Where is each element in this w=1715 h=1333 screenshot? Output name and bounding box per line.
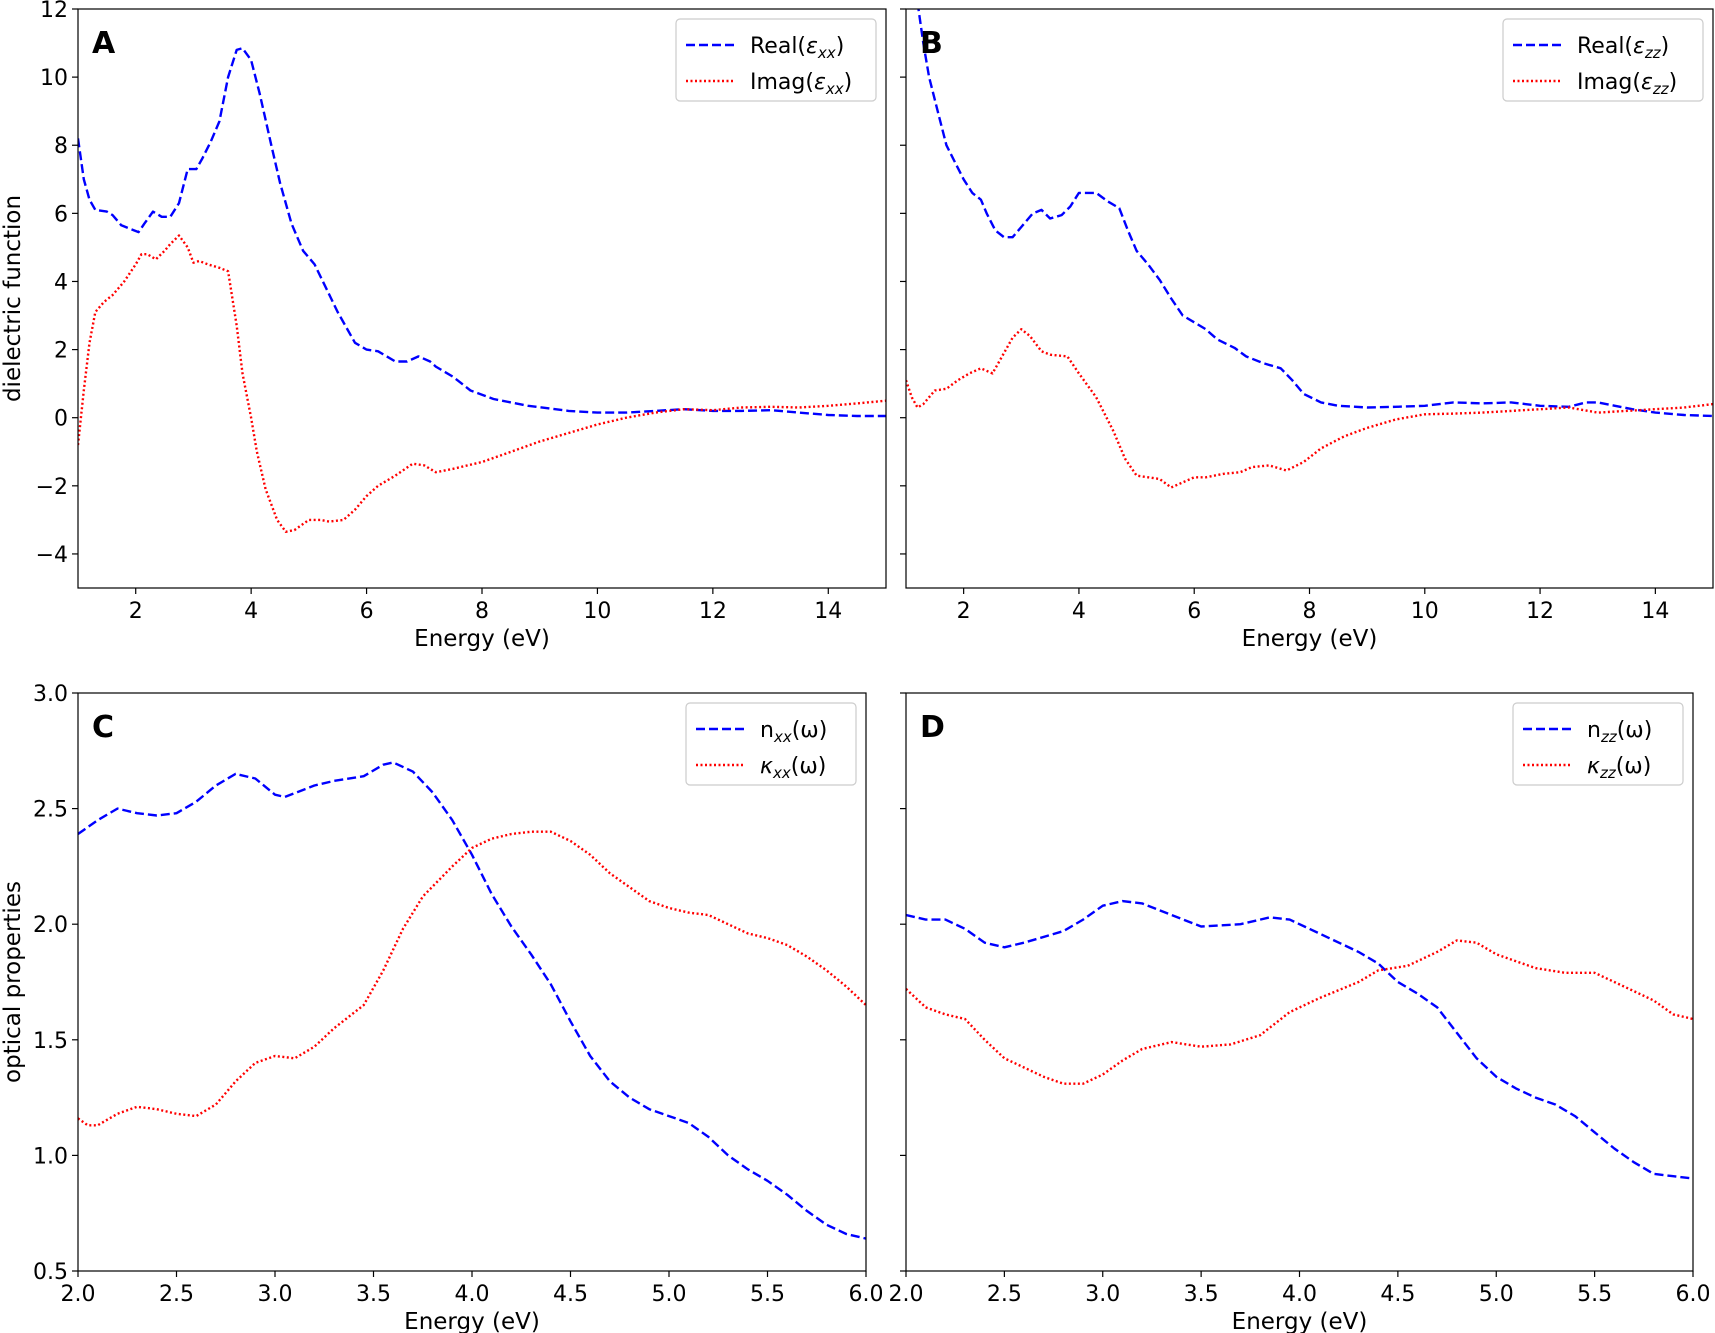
x-tick-label: 6.0: [849, 1282, 884, 1307]
legend-box: [1502, 18, 1704, 102]
y-tick-label: 2: [54, 339, 68, 364]
chart-panel-d: 2.0 2.5 3.0 3.5 4.0 4.5 5.0 5.5 6.0 Energy (eV) D n…: [889, 692, 1711, 1333]
legend: nzz(ω) κzz(ω): [1512, 702, 1684, 786]
x-tick-label: 2.0: [61, 1282, 96, 1307]
chart-panel-a: 2 4 6 8 10 12 14 −4 −2 0 2 4 6 8 10 12 Energy (eV) dielec…: [0, 0, 887, 652]
y-tick-label: −2: [36, 475, 68, 500]
legend-entry: κxx(ω): [760, 754, 826, 782]
x-tick-label: 6: [1187, 599, 1201, 624]
x-tick-label: 10: [583, 599, 611, 624]
legend-entry: Imag(εzz): [1577, 70, 1677, 98]
panel-label: D: [920, 710, 945, 745]
x-tick-label: 14: [1641, 599, 1669, 624]
legend-entry: Real(εzz): [1577, 34, 1669, 62]
y-tick-label: 1.0: [33, 1144, 68, 1169]
series-group: [906, 899, 1693, 1180]
x-tick-label: 3.5: [1184, 1282, 1219, 1307]
x-tick-label: 3.5: [356, 1282, 391, 1307]
series-line-real: [78, 761, 866, 1240]
legend: Real(εxx) Imag(εxx): [675, 18, 877, 102]
x-tick-label: 4.5: [1380, 1282, 1415, 1307]
series-group: [906, 9, 1713, 489]
y-tick-label: 12: [40, 0, 68, 23]
legend: Real(εzz) Imag(εzz): [1502, 18, 1704, 102]
x-axis-label: Energy (eV): [404, 1309, 540, 1333]
x-tick-label: 5.0: [652, 1282, 687, 1307]
x-tick-label: 8: [1303, 599, 1317, 624]
y-axis-label: dielectric function: [0, 195, 26, 402]
series-line-real: [906, 899, 1693, 1180]
chart-panel-b: 2 4 6 8 10 12 14 Energy (eV) B Real(εzz) Imag(εzz): [900, 8, 1714, 652]
series-line-imag: [78, 830, 866, 1127]
series-line-imag: [78, 234, 886, 533]
series-line-real: [917, 9, 1713, 418]
legend-entry: nzz(ω): [1587, 718, 1652, 746]
x-tick-label: 4.0: [455, 1282, 490, 1307]
y-tick-label: 3.0: [33, 682, 68, 707]
x-tick-label: 4: [1072, 599, 1086, 624]
y-tick-label: 4: [54, 270, 68, 295]
series-line-imag: [906, 939, 1693, 1085]
x-tick-label: 5.5: [1577, 1282, 1612, 1307]
x-tick-label: 6: [360, 599, 374, 624]
x-tick-label: 14: [814, 599, 842, 624]
x-tick-label: 10: [1411, 599, 1439, 624]
x-tick-label: 2.5: [159, 1282, 194, 1307]
y-tick-label: 0: [54, 407, 68, 432]
y-axis-label: optical properties: [0, 881, 26, 1083]
x-tick-label: 2: [957, 599, 971, 624]
x-axis-label: Energy (eV): [1242, 626, 1378, 652]
x-tick-label: 4: [244, 599, 258, 624]
x-tick-label: 2.5: [987, 1282, 1022, 1307]
x-tick-label: 5.0: [1479, 1282, 1514, 1307]
x-tick-label: 4.0: [1282, 1282, 1317, 1307]
legend-box: [675, 18, 877, 102]
series-line-real: [78, 47, 886, 418]
x-tick-label: 3.0: [258, 1282, 293, 1307]
x-tick-label: 12: [699, 599, 727, 624]
y-tick-label: 6: [54, 202, 68, 227]
y-tick-label: 0.5: [33, 1260, 68, 1285]
legend-entry: nxx(ω): [760, 718, 827, 746]
legend-entry: κzz(ω): [1587, 754, 1651, 782]
y-tick-label: 8: [54, 134, 68, 159]
x-tick-label: 2.0: [889, 1282, 924, 1307]
legend-entry: Imag(εxx): [750, 70, 852, 98]
x-axis-label: Energy (eV): [414, 626, 550, 652]
x-tick-label: 12: [1526, 599, 1554, 624]
x-tick-label: 6.0: [1676, 1282, 1711, 1307]
legend: nxx(ω) κxx(ω): [685, 702, 857, 786]
panel-label: B: [920, 26, 943, 61]
x-tick-label: 3.0: [1085, 1282, 1120, 1307]
y-tick-label: 2.0: [33, 913, 68, 938]
series-line-imag: [906, 328, 1713, 489]
x-tick-label: 2: [129, 599, 143, 624]
y-tick-label: 1.5: [33, 1029, 68, 1054]
x-tick-label: 8: [475, 599, 489, 624]
y-tick-label: −4: [36, 543, 68, 568]
legend-entry: Real(εxx): [750, 34, 844, 62]
panel-label: C: [92, 710, 114, 745]
x-tick-label: 4.5: [553, 1282, 588, 1307]
panel-label: A: [92, 26, 116, 61]
series-group: [78, 761, 866, 1240]
chart-panel-c: 2.0 2.5 3.0 3.5 4.0 4.5 5.0 5.5 6.0 0.5 1.0 1.5 2.0 2…: [0, 682, 884, 1333]
y-tick-label: 2.5: [33, 798, 68, 823]
y-tick-label: 10: [40, 66, 68, 91]
x-tick-label: 5.5: [750, 1282, 785, 1307]
series-group: [78, 47, 886, 533]
x-axis-label: Energy (eV): [1232, 1309, 1368, 1333]
